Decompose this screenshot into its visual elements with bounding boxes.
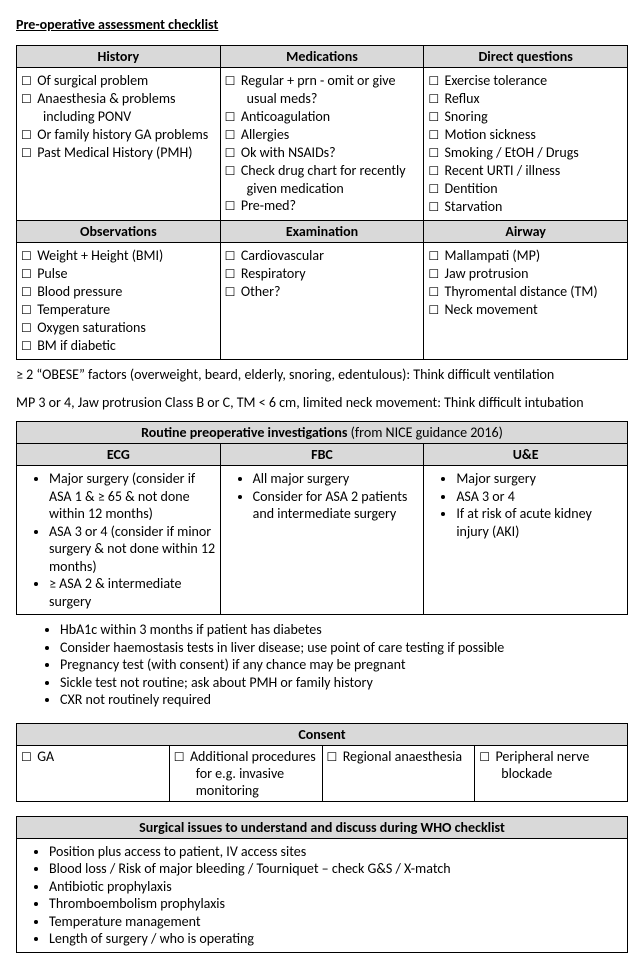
history-list: Of surgical problem Anaesthesia & proble… bbox=[21, 72, 216, 162]
col-header-examination: Examination bbox=[220, 221, 424, 243]
list-item: Ok with NSAIDs? bbox=[225, 144, 420, 162]
list-item: Antibiotic prophylaxis bbox=[49, 878, 623, 896]
list-item: Neck movement bbox=[428, 301, 623, 319]
surgical-issues-list: Position plus access to patient, IV acce… bbox=[21, 843, 623, 948]
page-title: Pre-operative assessment checklist bbox=[16, 16, 628, 33]
list-item: Sickle test not routine; ask about PMH o… bbox=[60, 674, 628, 692]
col-header-airway: Airway bbox=[424, 221, 628, 243]
list-item: Anticoagulation bbox=[225, 108, 420, 126]
assessment-table: History Medications Direct questions Of … bbox=[16, 45, 628, 360]
list-item: Snoring bbox=[428, 108, 623, 126]
list-item: Consider for ASA 2 patients and intermed… bbox=[253, 488, 420, 523]
airway-list: Mallampati (MP) Jaw protrusion Thyroment… bbox=[428, 247, 623, 319]
consent-item-additional: Additional procedures for e.g. invasive … bbox=[174, 748, 318, 799]
list-item: Temperature management bbox=[49, 913, 623, 931]
investigations-title: Routine preoperative investigations (fro… bbox=[17, 422, 628, 444]
examination-list: Cardiovascular Respiratory Other? bbox=[225, 247, 420, 301]
investigations-table: Routine preoperative investigations (fro… bbox=[16, 421, 628, 615]
list-item: Consider haemostasis tests in liver dise… bbox=[60, 639, 628, 657]
list-item: Of surgical problem bbox=[21, 72, 216, 90]
list-item: Mallampati (MP) bbox=[428, 247, 623, 265]
surgical-issues-table: Surgical issues to understand and discus… bbox=[16, 816, 628, 953]
col-header-ecg: ECG bbox=[17, 444, 221, 466]
list-item: Past Medical History (PMH) bbox=[21, 144, 216, 162]
list-item: Pulse bbox=[21, 265, 216, 283]
list-item: Thromboembolism prophylaxis bbox=[49, 895, 623, 913]
investigations-extra-list: HbA1c within 3 months if patient has dia… bbox=[16, 621, 628, 709]
list-item: Starvation bbox=[428, 198, 623, 216]
list-item: All major surgery bbox=[253, 470, 420, 488]
list-item: BM if diabetic bbox=[21, 337, 216, 355]
fbc-list: All major surgery Consider for ASA 2 pat… bbox=[225, 470, 420, 523]
list-item: Pregnancy test (with consent) if any cha… bbox=[60, 656, 628, 674]
list-item: Blood loss / Risk of major bleeding / To… bbox=[49, 860, 623, 878]
ecg-list: Major surgery (consider if ASA 1 & ≥ 65 … bbox=[21, 470, 216, 610]
surgical-issues-header: Surgical issues to understand and discus… bbox=[17, 816, 628, 838]
list-item: Exercise tolerance bbox=[428, 72, 623, 90]
medications-list: Regular + prn - omit or give usual meds?… bbox=[225, 72, 420, 215]
list-item: Thyromental distance (TM) bbox=[428, 283, 623, 301]
list-item: Recent URTI / illness bbox=[428, 162, 623, 180]
list-item: HbA1c within 3 months if patient has dia… bbox=[60, 621, 628, 639]
intubation-note: MP 3 or 4, Jaw protrusion Class B or C, … bbox=[16, 394, 628, 412]
consent-table: Consent GA Additional procedures for e.g… bbox=[16, 723, 628, 802]
list-item: Reflux bbox=[428, 90, 623, 108]
list-item: Temperature bbox=[21, 301, 216, 319]
direct-questions-list: Exercise tolerance Reflux Snoring Motion… bbox=[428, 72, 623, 216]
list-item: Smoking / EtOH / Drugs bbox=[428, 144, 623, 162]
list-item: Jaw protrusion bbox=[428, 265, 623, 283]
list-item: Oxygen saturations bbox=[21, 319, 216, 337]
col-header-history: History bbox=[17, 46, 221, 68]
list-item: Or family history GA problems bbox=[21, 126, 216, 144]
list-item: Respiratory bbox=[225, 265, 420, 283]
col-header-direct: Direct questions bbox=[424, 46, 628, 68]
list-item: Regular + prn - omit or give usual meds? bbox=[225, 72, 420, 108]
list-item: ASA 3 or 4 (consider if minor surgery & … bbox=[49, 523, 216, 576]
list-item: Dentition bbox=[428, 180, 623, 198]
list-item: Anaesthesia & problems including PONV bbox=[21, 90, 216, 126]
list-item: Pre-med? bbox=[225, 197, 420, 215]
list-item: CXR not routinely required bbox=[60, 691, 628, 709]
col-header-medications: Medications bbox=[220, 46, 424, 68]
ue-list: Major surgery ASA 3 or 4 If at risk of a… bbox=[428, 470, 623, 540]
col-header-ue: U&E bbox=[424, 444, 628, 466]
list-item: Cardiovascular bbox=[225, 247, 420, 265]
list-item: Blood pressure bbox=[21, 283, 216, 301]
list-item: ASA 3 or 4 bbox=[456, 488, 623, 506]
list-item: ≥ ASA 2 & intermediate surgery bbox=[49, 575, 216, 610]
list-item: Motion sickness bbox=[428, 126, 623, 144]
consent-item-ga: GA bbox=[21, 748, 165, 765]
obese-note: ≥ 2 “OBESE” factors (overweight, beard, … bbox=[16, 366, 628, 384]
col-header-observations: Observations bbox=[17, 221, 221, 243]
observations-list: Weight + Height (BMI) Pulse Blood pressu… bbox=[21, 247, 216, 355]
list-item: Weight + Height (BMI) bbox=[21, 247, 216, 265]
list-item: Check drug chart for recently given medi… bbox=[225, 162, 420, 198]
list-item: Major surgery bbox=[456, 470, 623, 488]
list-item: Major surgery (consider if ASA 1 & ≥ 65 … bbox=[49, 470, 216, 523]
list-item: Other? bbox=[225, 283, 420, 301]
list-item: Length of surgery / who is operating bbox=[49, 930, 623, 948]
list-item: Position plus access to patient, IV acce… bbox=[49, 843, 623, 861]
consent-item-pnb: Peripheral nerve blockade bbox=[479, 748, 623, 782]
consent-item-regional: Regional anaesthesia bbox=[327, 748, 471, 765]
list-item: If at risk of acute kidney injury (AKI) bbox=[456, 505, 623, 540]
consent-header: Consent bbox=[17, 723, 628, 745]
col-header-fbc: FBC bbox=[220, 444, 424, 466]
list-item: Allergies bbox=[225, 126, 420, 144]
